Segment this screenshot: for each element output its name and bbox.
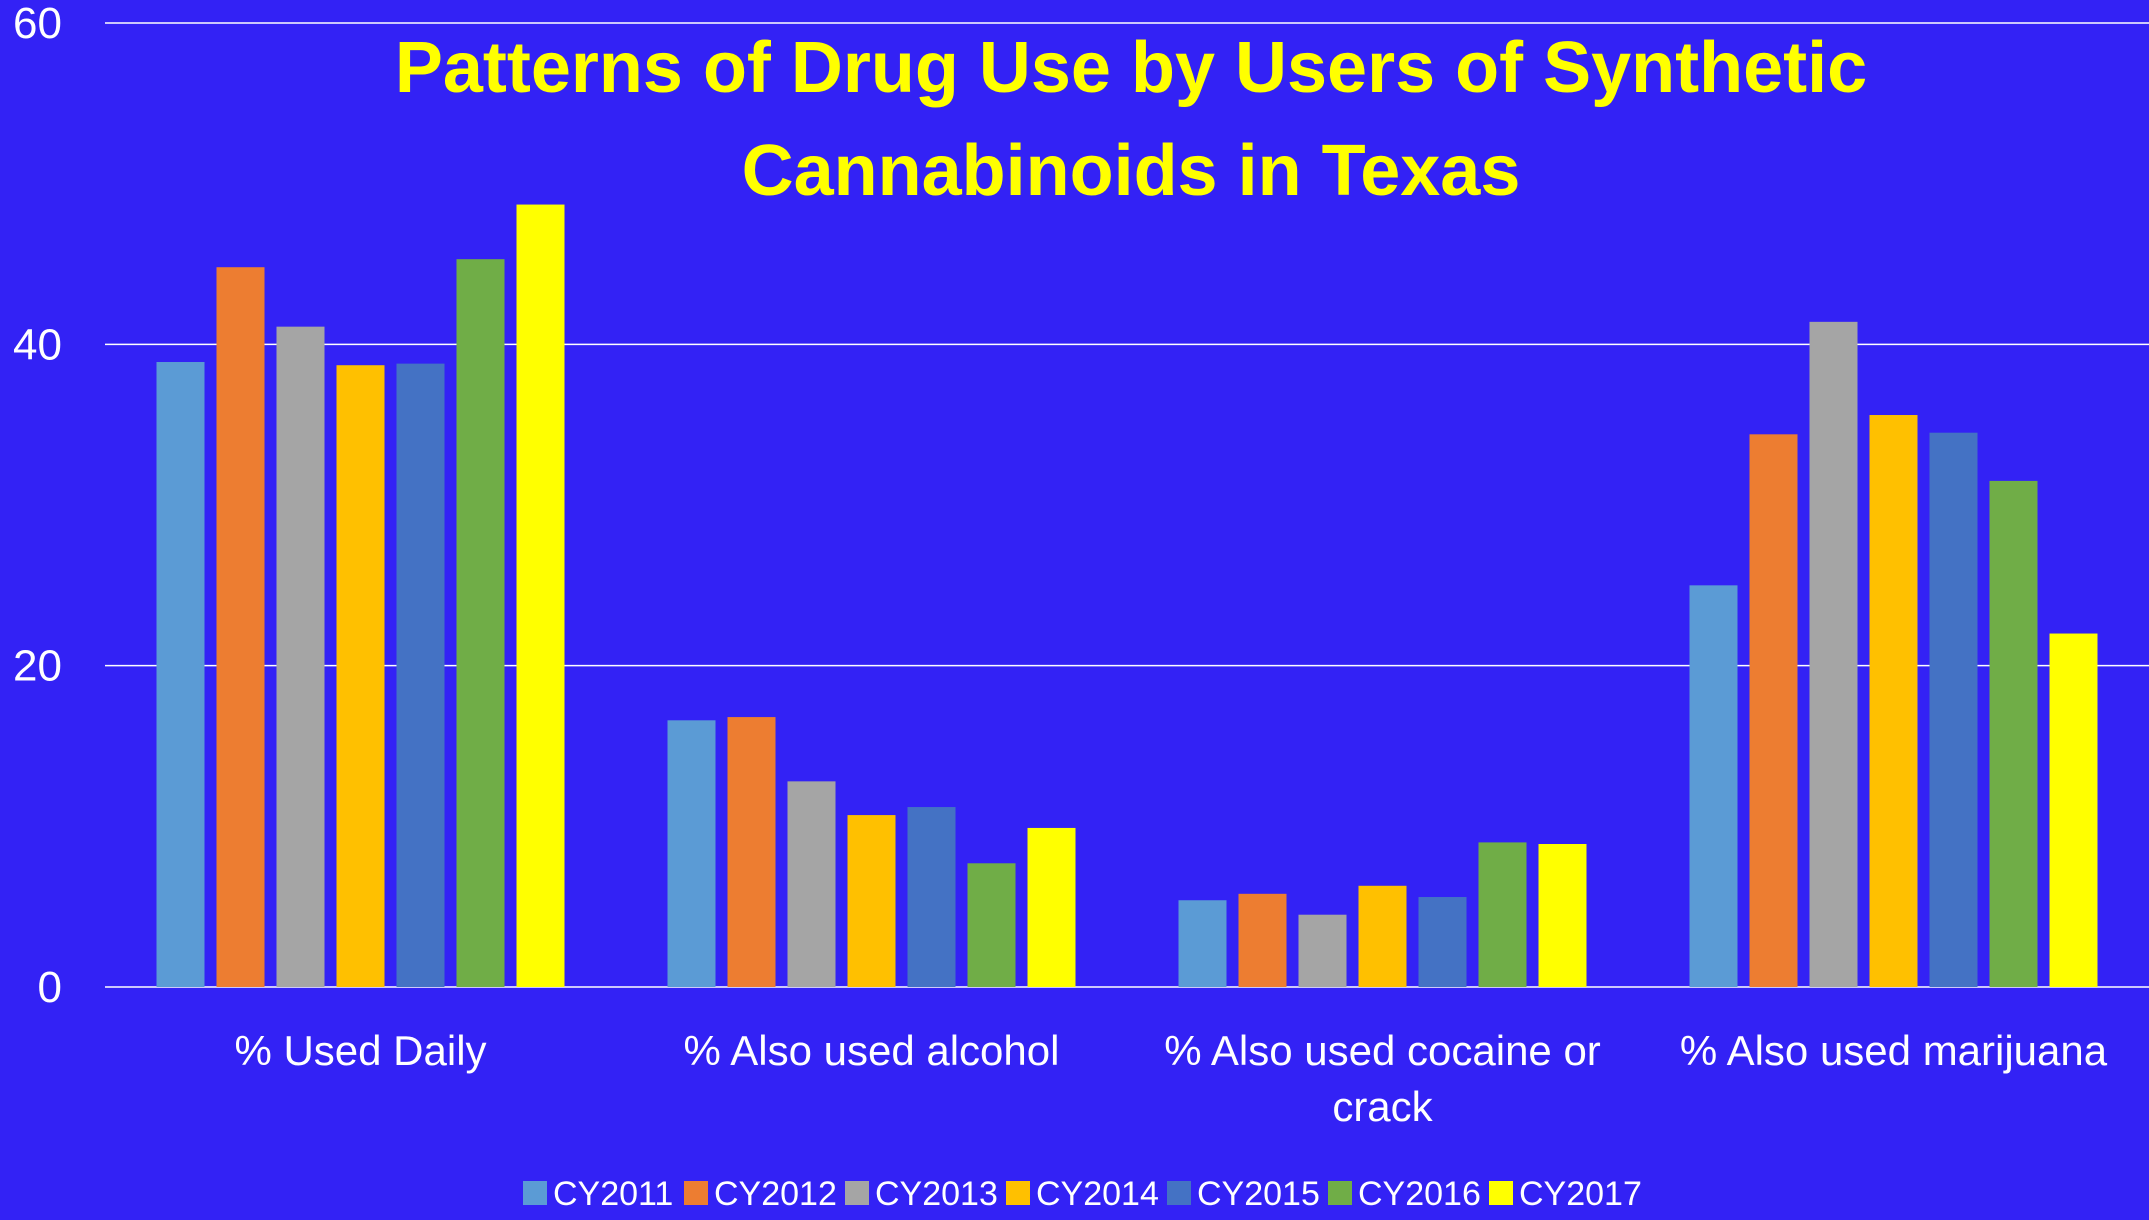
legend-label-cy2012: CY2012 <box>714 1175 837 1213</box>
legend-swatch-cy2017 <box>1489 1181 1513 1205</box>
y-tick-label: 60 <box>13 0 62 48</box>
bar-cy2014-cat3 <box>1358 885 1407 987</box>
bar-cy2011-cat4 <box>1689 585 1738 987</box>
legend-label-cy2011: CY2011 <box>553 1175 673 1213</box>
bar-cy2014-cat4 <box>1869 415 1918 987</box>
legend-label-cy2013: CY2013 <box>875 1175 998 1213</box>
legend-swatch-cy2014 <box>1006 1181 1030 1205</box>
bar-cy2015-cat3 <box>1418 897 1467 987</box>
x-axis-categories: % Used Daily % Also used alcohol % Also us… <box>234 1027 2107 1130</box>
bar-cy2013-cat1 <box>276 326 325 987</box>
x-category-label: % Also used alcohol <box>684 1027 1060 1074</box>
bar-cy2016-cat4 <box>1989 480 2038 987</box>
bar-cy2017-cat4 <box>2049 633 2098 987</box>
legend-swatch-cy2015 <box>1167 1181 1191 1205</box>
legend: CY2011 CY2012 CY2013 CY2014 CY2015 CY2016 CY20… <box>523 1175 1642 1213</box>
bar-cy2015-cat2 <box>907 807 956 987</box>
bar-cy2014-cat1 <box>336 365 385 988</box>
legend-label-cy2017: CY2017 <box>1519 1175 1642 1213</box>
bar-cy2012-cat3 <box>1238 893 1287 987</box>
bar-cy2015-cat4 <box>1929 432 1978 987</box>
bar-cy2017-cat1 <box>516 204 565 987</box>
bar-cy2017-cat2 <box>1027 827 1076 987</box>
legend-swatch-cy2011 <box>523 1181 547 1205</box>
legend-swatch-cy2016 <box>1328 1181 1352 1205</box>
bar-cy2012-cat2 <box>727 717 776 987</box>
legend-label-cy2015: CY2015 <box>1197 1175 1320 1213</box>
bar-cy2012-cat1 <box>216 267 265 987</box>
bar-cy2015-cat1 <box>396 363 445 987</box>
x-category-label: % Used Daily <box>234 1027 486 1074</box>
y-tick-label: 40 <box>13 320 62 369</box>
bar-cy2013-cat2 <box>787 781 836 987</box>
y-tick-label: 20 <box>13 642 62 691</box>
legend-swatch-cy2012 <box>684 1181 708 1205</box>
bar-cy2013-cat4 <box>1809 321 1858 988</box>
legend-label-cy2014: CY2014 <box>1036 1175 1159 1213</box>
bar-cy2016-cat3 <box>1478 842 1527 987</box>
legend-swatch-cy2013 <box>845 1181 869 1205</box>
bar-cy2013-cat3 <box>1298 914 1347 987</box>
bar-cy2011-cat1 <box>156 362 205 987</box>
bar-cy2016-cat2 <box>967 863 1016 987</box>
bar-cy2017-cat3 <box>1538 844 1587 987</box>
chart-title-text: Patterns of Drug Use by Users of Synthet… <box>395 28 1867 211</box>
y-tick-label: 0 <box>38 963 62 1012</box>
legend-label-cy2016: CY2016 <box>1358 1175 1481 1213</box>
bar-cy2016-cat1 <box>456 259 505 987</box>
chart-title: Patterns of Drug Use by Users of Synthet… <box>395 28 1867 211</box>
bars <box>156 204 2098 988</box>
bar-cy2012-cat4 <box>1749 434 1798 988</box>
gridlines <box>105 22 2149 988</box>
x-category-label: % Also used cocaine or crack <box>1164 1027 1601 1130</box>
bar-cy2011-cat2 <box>667 720 716 987</box>
bar-cy2014-cat2 <box>847 815 896 987</box>
x-category-label: % Also used marijuana <box>1680 1027 2108 1074</box>
y-axis-ticks: 0 20 40 60 <box>13 0 62 1012</box>
bar-cy2011-cat3 <box>1178 900 1227 987</box>
